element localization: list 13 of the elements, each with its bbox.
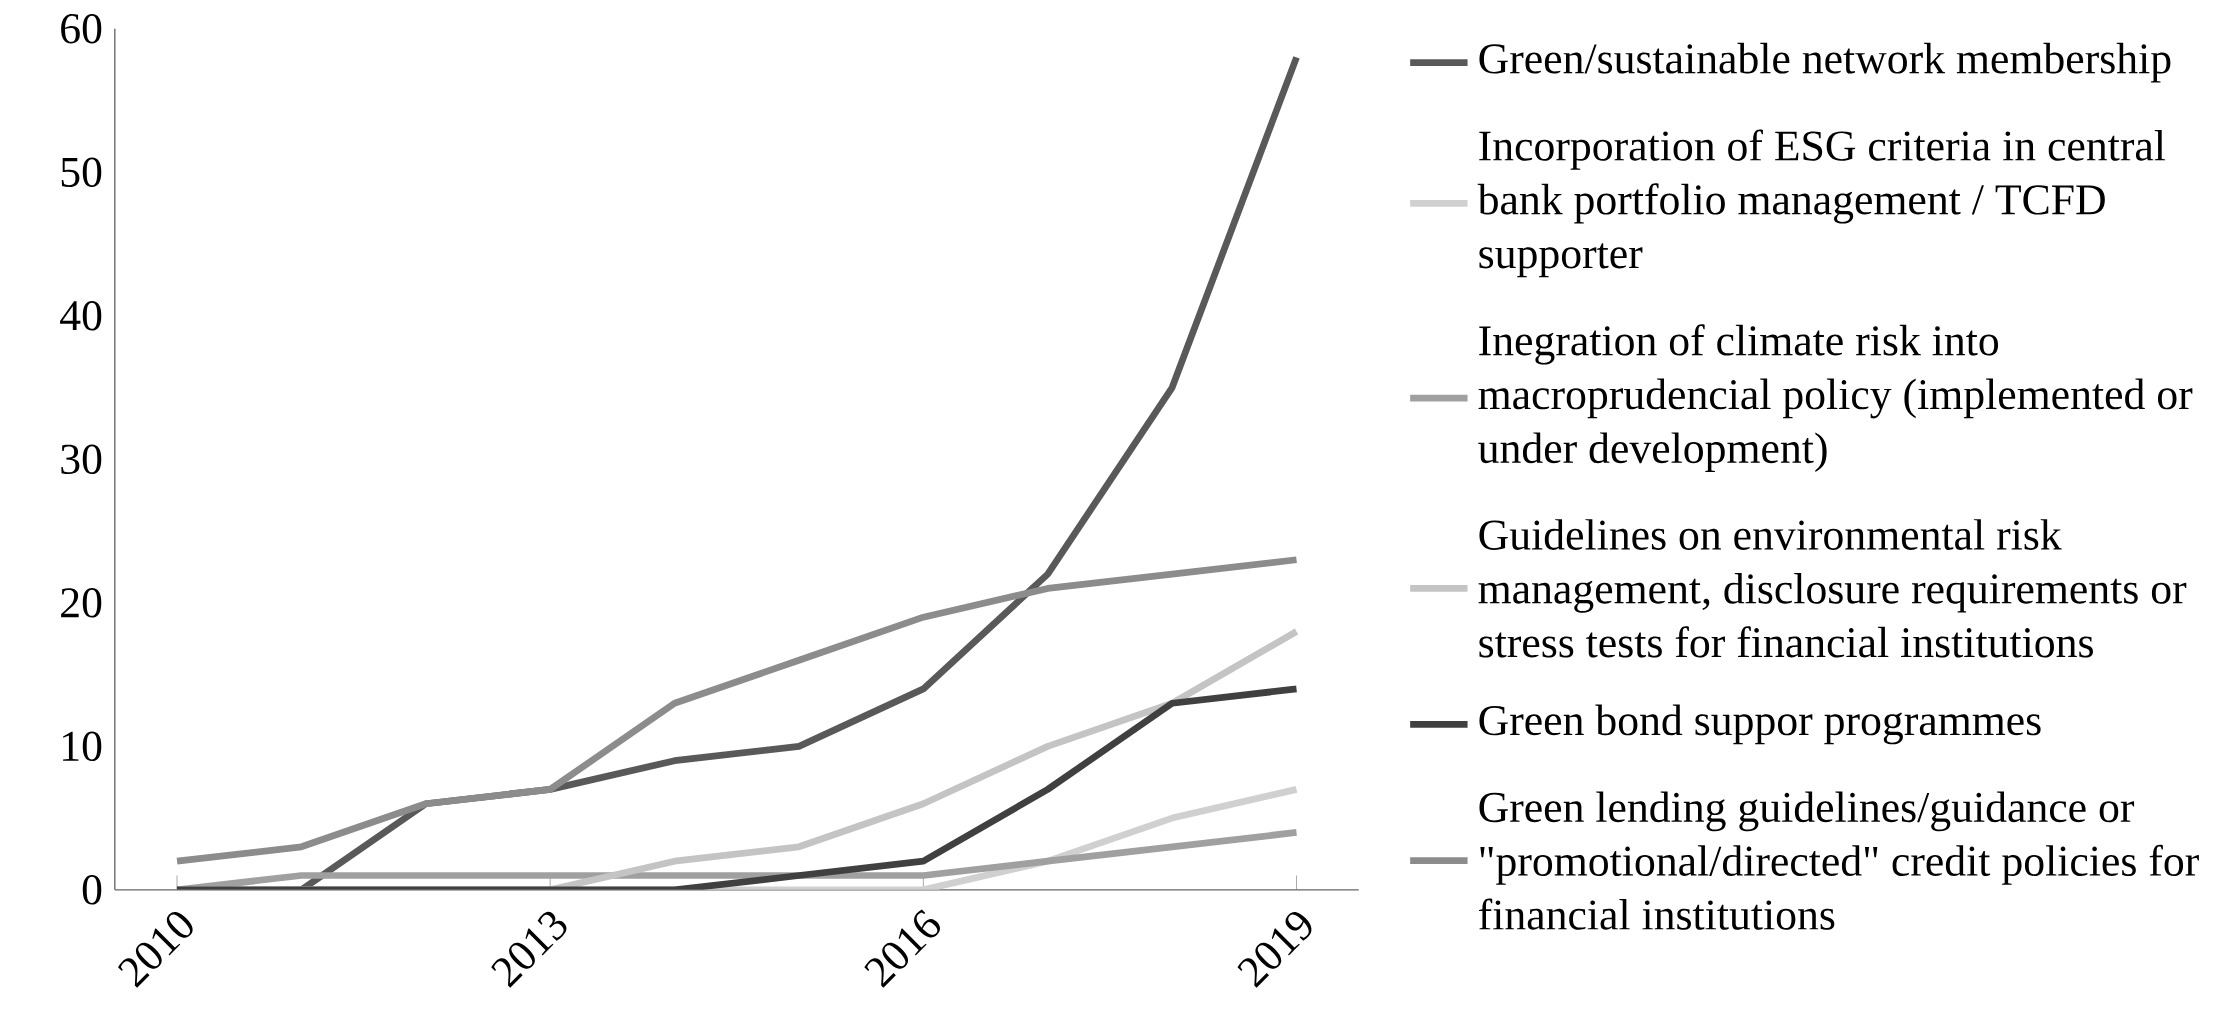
legend-label: Inegration of climate risk into macroprudencial policy (implemented or under development) — [1478, 324, 2193, 473]
y-tick-label: 0 — [82, 875, 102, 905]
y-tick-label: 50 — [61, 157, 102, 188]
legend-label: Green lending guidelines/guidance or "promotional/directed" credit policies for financial institutions — [1479, 791, 2199, 930]
legend-label: Guidelines on environmental risk management, disclosure requirements or stress tests for financial institutions — [1478, 519, 2187, 658]
y-tick-label: 60 — [61, 14, 102, 44]
y-tick-label: 30 — [61, 444, 102, 475]
y-tick-label: 10 — [63, 731, 102, 762]
legend-label: Green/sustainable network membership — [1479, 42, 2171, 83]
legend-label: Incorporation of ESG criteria in central bank portfolio management / TCFD supporter — [1477, 129, 2166, 278]
legend-label: Green bond suppor programmes — [1479, 704, 2041, 745]
y-tick-label: 20 — [61, 588, 102, 618]
y-tick-label: 40 — [60, 301, 102, 331]
